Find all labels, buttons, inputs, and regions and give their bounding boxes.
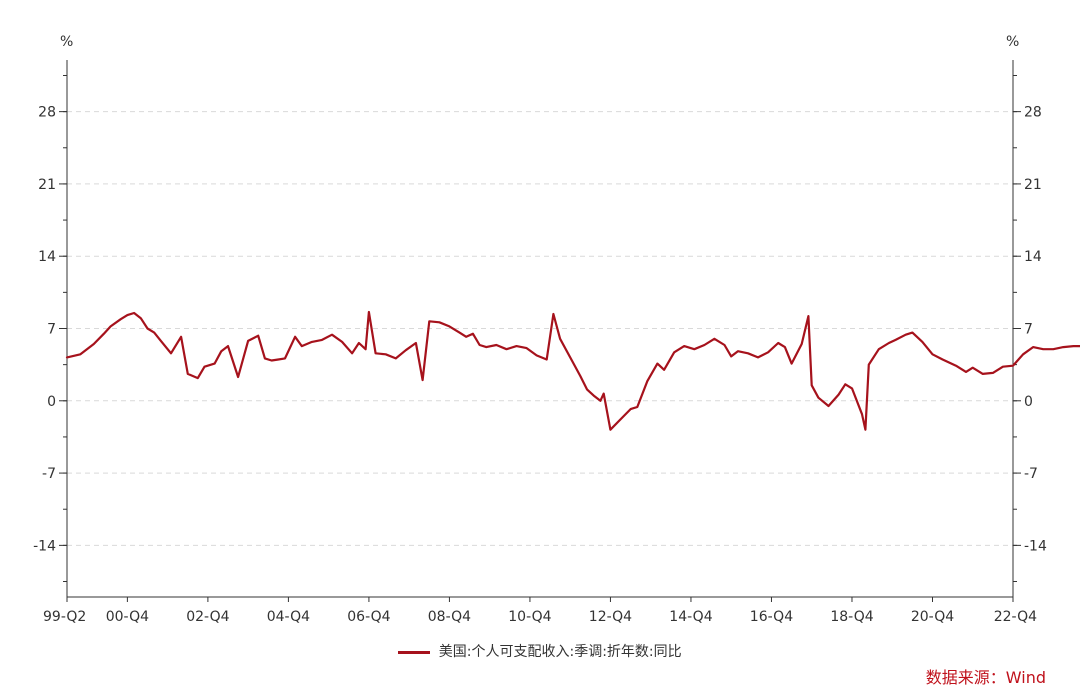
y-tick-label-right: -14	[1024, 538, 1047, 554]
x-tick-label: 14-Q4	[669, 609, 712, 625]
y-tick-label-left: 28	[38, 105, 56, 121]
x-tick-label: 10-Q4	[508, 609, 551, 625]
y-tick-label-left: -14	[33, 538, 56, 554]
series-layer	[65, 310, 1080, 431]
x-tick-label: 20-Q4	[911, 609, 954, 625]
y-ticks: -14 -14 -7 -7 0 0 7 7 14 14 21 21 28 28	[33, 74, 1047, 583]
y-axis-right-unit: %	[1006, 34, 1019, 50]
legend-swatch	[398, 650, 431, 654]
y-tick-label-left: 14	[38, 249, 56, 265]
source-note: 数据来源：Wind	[925, 668, 1046, 687]
x-tick-label: 08-Q4	[428, 609, 471, 625]
x-tick-label: 02-Q4	[186, 609, 229, 625]
gridlines	[67, 111, 1013, 546]
y-tick-label-left: 7	[47, 322, 56, 338]
y-tick-label-left: -7	[42, 466, 56, 482]
y-tick-label-right: 0	[1024, 394, 1033, 410]
legend: 美国:个人可支配收入:季调:折年数:同比	[0, 641, 1080, 661]
x-tick-label: 06-Q4	[347, 609, 390, 625]
y-tick-label-left: 0	[47, 394, 56, 410]
x-tick-label: 22-Q4	[994, 609, 1037, 625]
y-axis-left-unit: %	[60, 34, 73, 50]
y-tick-label-right: -7	[1024, 466, 1038, 482]
y-tick-label-right: 7	[1024, 322, 1033, 338]
y-tick-label-right: 14	[1024, 249, 1042, 265]
legend-label: 美国:个人可支配收入:季调:折年数:同比	[438, 644, 682, 660]
x-tick-label: 16-Q4	[750, 609, 793, 625]
series-line	[65, 310, 1080, 431]
x-ticks: 99-Q2 00-Q4 02-Q4 04-Q4 06-Q4 08-Q4 10-Q4 12-Q4…	[43, 597, 1037, 625]
x-tick-label: 04-Q4	[267, 609, 310, 625]
y-tick-label-right: 21	[1024, 177, 1042, 193]
x-tick-label: 12-Q4	[589, 609, 632, 625]
y-tick-label-left: 21	[38, 177, 56, 193]
x-tick-label: 00-Q4	[106, 609, 149, 625]
x-tick-label: 18-Q4	[830, 609, 873, 625]
y-tick-label-right: 28	[1024, 105, 1042, 121]
x-tick-label: 99-Q2	[43, 609, 86, 625]
